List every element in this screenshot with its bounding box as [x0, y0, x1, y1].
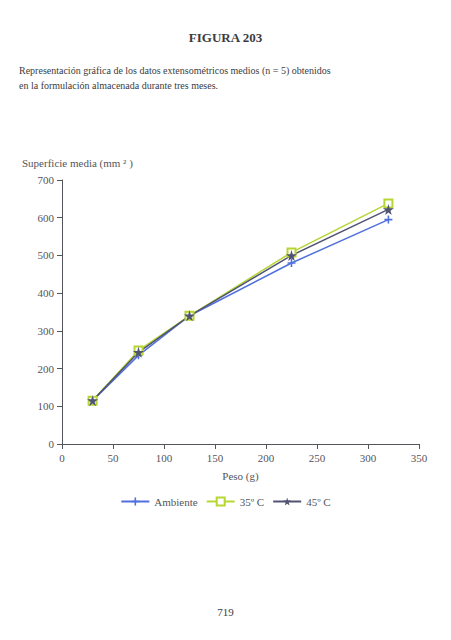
svg-text:600: 600 [38, 212, 55, 224]
svg-text:0: 0 [59, 452, 65, 464]
svg-text:100: 100 [156, 452, 173, 464]
svg-text:Ambiente: Ambiente [154, 496, 197, 508]
svg-text:45º C: 45º C [306, 496, 331, 508]
svg-text:700: 700 [38, 174, 55, 186]
svg-text:150: 150 [207, 452, 224, 464]
svg-text:500: 500 [38, 249, 55, 261]
svg-text:200: 200 [38, 363, 55, 375]
svg-text:250: 250 [309, 452, 326, 464]
svg-text:200: 200 [258, 452, 275, 464]
svg-text:719: 719 [217, 606, 234, 618]
svg-text:400: 400 [38, 287, 55, 299]
svg-text:Superficie media (mm ² ): Superficie media (mm ² ) [22, 157, 133, 170]
svg-text:35º C: 35º C [240, 496, 265, 508]
svg-text:Representación gráfica de los: Representación gráfica de los datos exte… [19, 65, 331, 77]
svg-text:en la formulación almacenada d: en la formulación almacenada durante tre… [19, 80, 218, 91]
svg-text:350: 350 [411, 452, 428, 464]
svg-text:100: 100 [38, 400, 55, 412]
svg-text:0: 0 [49, 438, 55, 450]
svg-text:50: 50 [108, 452, 120, 464]
svg-text:FIGURA 203: FIGURA 203 [189, 30, 263, 45]
svg-text:300: 300 [360, 452, 377, 464]
svg-text:Peso (g): Peso (g) [222, 470, 259, 483]
svg-text:300: 300 [38, 325, 55, 337]
